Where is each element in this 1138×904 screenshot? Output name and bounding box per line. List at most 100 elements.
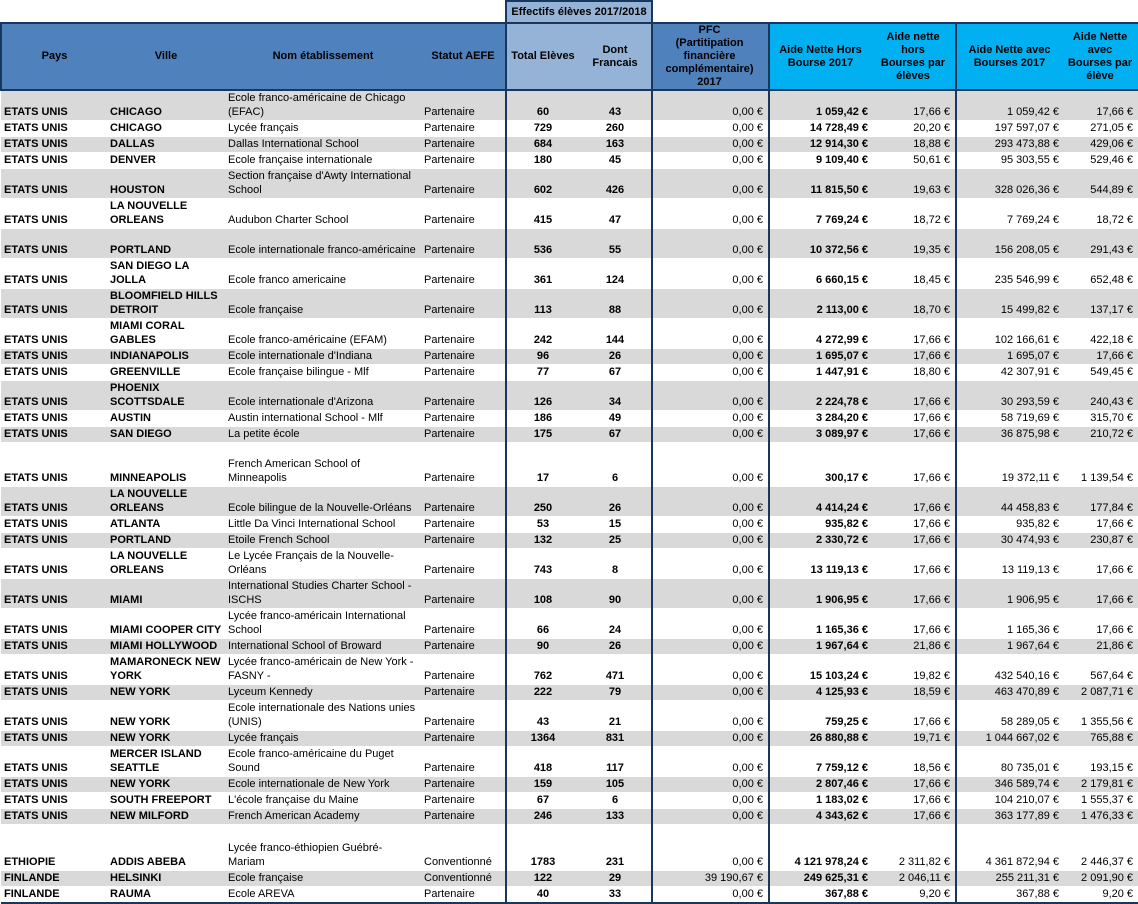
cell-statut-aefe[interactable]: Partenaire [421, 886, 506, 904]
cell-aide-nette-hors-bourses-par-eleves[interactable]: 17,66 € [873, 318, 956, 349]
cell-aide-nette-hors-bourses-par-eleves[interactable]: 17,66 € [873, 516, 956, 533]
cell-statut-aefe[interactable]: Partenaire [421, 90, 506, 121]
cell-aide-nette-avec-bourses-par-eleve[interactable]: 1 476,33 € [1064, 808, 1138, 825]
cell-nom-etablissement[interactable]: Lycée français [225, 730, 421, 747]
cell-aide-nette-avec-bourses-2017[interactable]: 1 165,36 € [955, 608, 1064, 639]
cell-statut-aefe[interactable]: Partenaire [421, 136, 506, 153]
cell-aide-nette-hors-bourses-par-eleves[interactable]: 17,66 € [873, 608, 956, 639]
cell-pfc-2017[interactable]: 0,00 € [651, 886, 769, 904]
cell-total-eleves[interactable]: 602 [505, 168, 579, 199]
cell-aide-nette-hors-bourse-2017[interactable]: 7 769,24 € [768, 198, 873, 229]
cell-aide-nette-hors-bourse-2017[interactable]: 4 272,99 € [768, 318, 873, 349]
cell-aide-nette-avec-bourses-par-eleve[interactable]: 567,64 € [1064, 654, 1138, 685]
cell-dont-francais[interactable]: 67 [579, 364, 652, 381]
header-pays[interactable]: Pays [0, 22, 107, 91]
cell-aide-nette-hors-bourses-par-eleves[interactable]: 18,80 € [873, 364, 956, 381]
cell-pays[interactable]: ETATS UNIS [1, 288, 107, 319]
cell-aide-nette-avec-bourses-par-eleve[interactable]: 193,15 € [1064, 746, 1138, 777]
cell-ville[interactable]: DENVER [107, 152, 225, 169]
cell-aide-nette-hors-bourse-2017[interactable]: 1 695,07 € [768, 348, 873, 365]
cell-aide-nette-hors-bourses-par-eleves[interactable]: 18,59 € [873, 684, 956, 701]
cell-total-eleves[interactable]: 1783 [505, 840, 579, 871]
cell-statut-aefe[interactable]: Partenaire [421, 152, 506, 169]
cell-aide-nette-avec-bourses-2017[interactable]: 15 499,82 € [955, 288, 1064, 319]
cell-aide-nette-hors-bourse-2017[interactable]: 1 165,36 € [768, 608, 873, 639]
cell-pfc-2017[interactable]: 0,00 € [651, 578, 769, 609]
cell-aide-nette-avec-bourses-par-eleve[interactable]: 2 179,81 € [1064, 776, 1138, 793]
cell-statut-aefe[interactable]: Partenaire [421, 364, 506, 381]
cell-aide-nette-avec-bourses-par-eleve[interactable]: 17,66 € [1064, 608, 1138, 639]
cell-pfc-2017[interactable]: 0,00 € [651, 364, 769, 381]
cell-aide-nette-hors-bourse-2017[interactable]: 12 914,30 € [768, 136, 873, 153]
cell-ville[interactable]: MINNEAPOLIS [107, 442, 225, 487]
cell-nom-etablissement[interactable]: Ecole franco americaine [225, 258, 421, 289]
cell-aide-nette-avec-bourses-par-eleve[interactable]: 422,18 € [1064, 318, 1138, 349]
cell-aide-nette-avec-bourses-2017[interactable]: 36 875,98 € [955, 426, 1064, 443]
cell-pays[interactable]: ETATS UNIS [1, 120, 107, 137]
cell-aide-nette-avec-bourses-2017[interactable]: 102 166,61 € [955, 318, 1064, 349]
cell-aide-nette-avec-bourses-par-eleve[interactable]: 2 091,90 € [1064, 870, 1138, 887]
cell-aide-nette-hors-bourse-2017[interactable]: 249 625,31 € [768, 870, 873, 887]
cell-pays[interactable]: ETATS UNIS [1, 364, 107, 381]
cell-pfc-2017[interactable]: 0,00 € [651, 228, 769, 259]
cell-statut-aefe[interactable]: Partenaire [421, 442, 506, 487]
cell-dont-francais[interactable]: 163 [579, 136, 652, 153]
cell-ville[interactable]: MERCER ISLAND SEATTLE [107, 746, 225, 777]
cell-aide-nette-avec-bourses-par-eleve[interactable]: 137,17 € [1064, 288, 1138, 319]
cell-pays[interactable]: ETATS UNIS [1, 746, 107, 777]
cell-pfc-2017[interactable]: 0,00 € [651, 410, 769, 427]
cell-pays[interactable]: ETATS UNIS [1, 136, 107, 153]
cell-total-eleves[interactable]: 415 [505, 198, 579, 229]
cell-ville[interactable]: MIAMI CORAL GABLES [107, 318, 225, 349]
cell-aide-nette-hors-bourse-2017[interactable]: 300,17 € [768, 442, 873, 487]
cell-aide-nette-hors-bourse-2017[interactable]: 3 284,20 € [768, 410, 873, 427]
cell-aide-nette-hors-bourses-par-eleves[interactable]: 21,86 € [873, 638, 956, 655]
cell-aide-nette-hors-bourse-2017[interactable]: 14 728,49 € [768, 120, 873, 137]
cell-dont-francais[interactable]: 144 [579, 318, 652, 349]
cell-total-eleves[interactable]: 53 [505, 516, 579, 533]
cell-aide-nette-avec-bourses-2017[interactable]: 58 289,05 € [955, 700, 1064, 731]
cell-aide-nette-avec-bourses-2017[interactable]: 44 458,83 € [955, 486, 1064, 517]
cell-aide-nette-hors-bourse-2017[interactable]: 4 121 978,24 € [768, 840, 873, 871]
cell-ville[interactable]: MAMARONECK NEW YORK [107, 654, 225, 685]
cell-aide-nette-hors-bourses-par-eleves[interactable]: 17,66 € [873, 380, 956, 411]
cell-pays[interactable]: ETATS UNIS [1, 578, 107, 609]
cell-aide-nette-hors-bourses-par-eleves[interactable]: 17,66 € [873, 808, 956, 825]
cell-aide-nette-avec-bourses-2017[interactable]: 13 119,13 € [955, 548, 1064, 579]
cell-statut-aefe[interactable]: Partenaire [421, 516, 506, 533]
cell-dont-francais[interactable]: 6 [579, 792, 652, 809]
cell-pays[interactable]: ETATS UNIS [1, 776, 107, 793]
cell-aide-nette-hors-bourse-2017[interactable]: 4 125,93 € [768, 684, 873, 701]
cell-aide-nette-hors-bourse-2017[interactable]: 2 224,78 € [768, 380, 873, 411]
header-dont-francais[interactable]: Dont Francais [579, 22, 652, 91]
cell-aide-nette-avec-bourses-2017[interactable]: 80 735,01 € [955, 746, 1064, 777]
cell-pfc-2017[interactable]: 0,00 € [651, 380, 769, 411]
cell-dont-francais[interactable]: 26 [579, 486, 652, 517]
cell-total-eleves[interactable]: 762 [505, 654, 579, 685]
cell-ville[interactable]: LA NOUVELLE ORLEANS [107, 548, 225, 579]
cell-aide-nette-hors-bourses-par-eleves[interactable]: 17,66 € [873, 486, 956, 517]
cell-aide-nette-avec-bourses-2017[interactable]: 1 059,42 € [955, 90, 1064, 121]
cell-dont-francais[interactable]: 43 [579, 90, 652, 121]
cell-pfc-2017[interactable]: 0,00 € [651, 532, 769, 549]
cell-nom-etablissement[interactable]: Ecole française bilingue - Mlf [225, 364, 421, 381]
cell-pfc-2017[interactable]: 0,00 € [651, 730, 769, 747]
cell-pfc-2017[interactable]: 0,00 € [651, 792, 769, 809]
cell-ville[interactable]: NEW MILFORD [107, 808, 225, 825]
cell-pays[interactable]: ETATS UNIS [1, 228, 107, 259]
cell-dont-francais[interactable]: 231 [579, 840, 652, 871]
cell-total-eleves[interactable]: 43 [505, 700, 579, 731]
cell-dont-francais[interactable]: 15 [579, 516, 652, 533]
cell-pfc-2017[interactable]: 0,00 € [651, 746, 769, 777]
cell-pays[interactable]: ETATS UNIS [1, 152, 107, 169]
cell-total-eleves[interactable]: 77 [505, 364, 579, 381]
cell-aide-nette-avec-bourses-par-eleve[interactable]: 177,84 € [1064, 486, 1138, 517]
cell-nom-etablissement[interactable]: International School of Broward [225, 638, 421, 655]
cell-statut-aefe[interactable]: Partenaire [421, 746, 506, 777]
cell-pays[interactable]: ETATS UNIS [1, 410, 107, 427]
cell-aide-nette-avec-bourses-2017[interactable]: 19 372,11 € [955, 442, 1064, 487]
cell-statut-aefe[interactable]: Partenaire [421, 426, 506, 443]
cell-ville[interactable]: GREENVILLE [107, 364, 225, 381]
cell-pays[interactable]: ETATS UNIS [1, 442, 107, 487]
cell-dont-francais[interactable]: 55 [579, 228, 652, 259]
